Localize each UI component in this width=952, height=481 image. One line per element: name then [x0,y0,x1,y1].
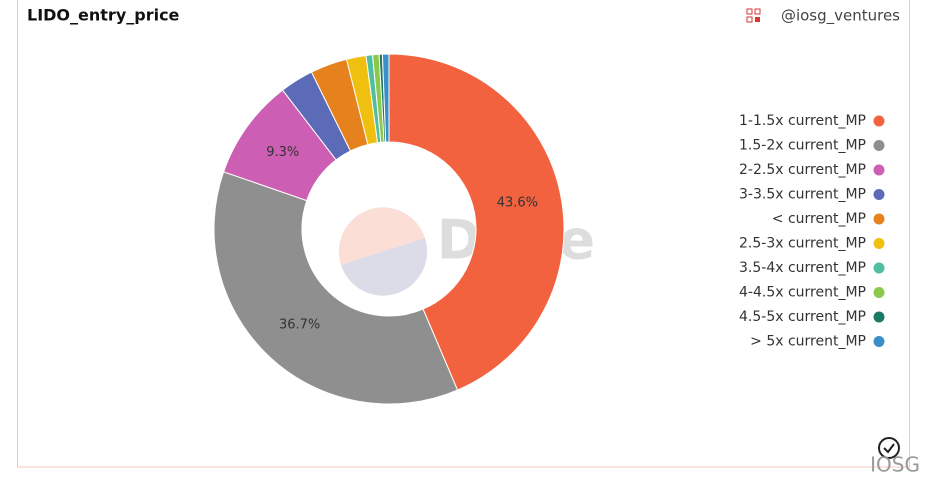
slice [213,171,459,405]
legend-label[interactable]: > 5x current_MP [750,334,866,350]
legend-marker [873,262,885,274]
legend-label[interactable]: 2.5-3x current_MP [739,236,866,252]
slice [381,53,390,143]
legend-marker [873,164,885,176]
legend-label[interactable]: < current_MP [772,211,866,227]
data-label: 43.6% [497,195,538,210]
legend-marker [873,287,885,298]
legend-marker [873,311,885,323]
data-label: 36.7% [279,317,320,332]
check-icon[interactable] [878,437,900,459]
source: @iosg_ventures [781,7,900,26]
legend-marker [873,140,885,151]
slice [388,53,565,391]
source-icon [746,8,761,23]
legend-marker [873,213,885,225]
footer: IOSG [870,453,920,477]
legend-label[interactable]: 4-4.5x current_MP [739,285,866,301]
legend-marker [873,115,885,127]
legend-label[interactable]: 2-2.5x current_MP [739,162,866,178]
legend-label[interactable]: 3-3.5x current_MP [739,187,866,203]
legend-label[interactable]: 1-1.5x current_MP [739,113,866,129]
legend-label[interactable]: 3.5-4x current_MP [739,260,866,276]
chart-title: LIDO_entry_price [27,6,180,25]
data-label: 9.3% [266,145,299,160]
legend-label[interactable]: 4.5-5x current_MP [739,309,866,325]
legend-marker [873,336,885,347]
legend-marker [873,189,885,200]
center-logo [338,207,428,296]
legend-marker [873,238,885,249]
legend-label[interactable]: 1.5-2x current_MP [739,138,866,154]
